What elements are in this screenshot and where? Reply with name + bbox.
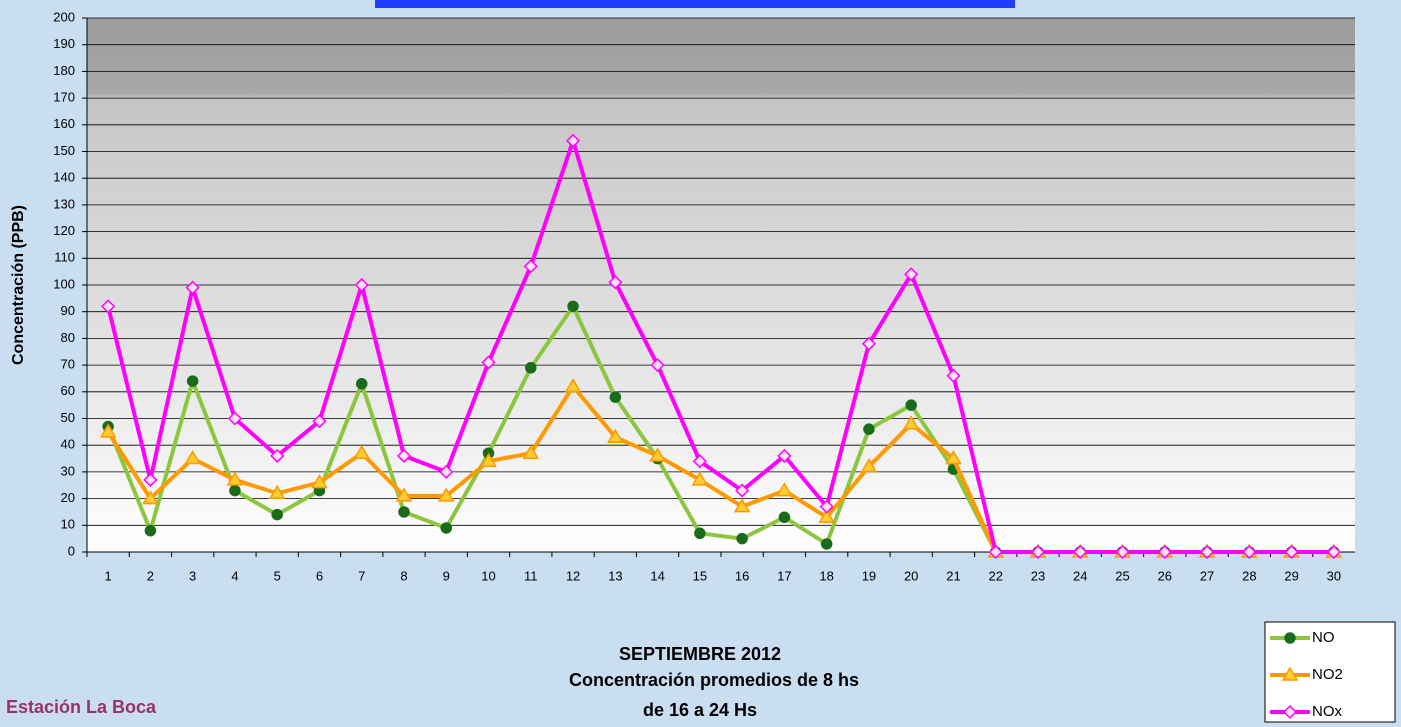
y-tick-label: 10 [61, 517, 75, 532]
marker [441, 523, 451, 533]
x-tick-label: 2 [147, 568, 154, 583]
x-tick-label: 10 [481, 568, 495, 583]
x-tick-label: 19 [862, 568, 876, 583]
marker [399, 507, 409, 517]
x-tick-label: 3 [189, 568, 196, 583]
x-tick-label: 21 [946, 568, 960, 583]
marker [864, 424, 874, 434]
x-tick-label: 8 [400, 568, 407, 583]
x-tick-label: 5 [274, 568, 281, 583]
title-line: de 16 a 24 Hs [643, 700, 757, 720]
x-tick-label: 27 [1200, 568, 1214, 583]
y-tick-label: 70 [61, 357, 75, 372]
marker [272, 510, 282, 520]
x-tick-label: 1 [105, 568, 112, 583]
y-tick-label: 110 [54, 250, 75, 265]
marker [188, 376, 198, 386]
x-tick-label: 7 [358, 568, 365, 583]
marker [357, 379, 367, 389]
x-tick-label: 29 [1284, 568, 1298, 583]
marker [230, 486, 240, 496]
x-tick-label: 23 [1031, 568, 1045, 583]
y-tick-label: 170 [53, 90, 75, 105]
x-tick-label: 15 [693, 568, 707, 583]
marker [737, 534, 747, 544]
x-tick-label: 18 [819, 568, 833, 583]
y-tick-label: 40 [61, 437, 75, 452]
y-tick-label: 0 [68, 543, 75, 558]
marker [568, 301, 578, 311]
x-tick-label: 30 [1327, 568, 1341, 583]
y-tick-label: 150 [53, 143, 75, 158]
x-tick-label: 24 [1073, 568, 1087, 583]
legend-label: NO2 [1312, 666, 1343, 683]
y-tick-label: 30 [61, 463, 75, 478]
y-tick-label: 200 [53, 9, 75, 24]
y-tick-label: 100 [53, 276, 75, 291]
title-line: Concentración promedios de 8 hs [569, 670, 859, 690]
y-tick-label: 120 [53, 223, 75, 238]
x-tick-label: 11 [524, 568, 538, 583]
x-tick-label: 20 [904, 568, 918, 583]
x-tick-label: 25 [1115, 568, 1129, 583]
x-tick-label: 14 [650, 568, 664, 583]
station-label: Estación La Boca [6, 697, 157, 717]
y-tick-label: 20 [61, 490, 75, 505]
marker [695, 528, 705, 538]
y-tick-label: 160 [53, 116, 75, 131]
y-tick-label: 60 [61, 383, 75, 398]
y-tick-label: 180 [53, 63, 75, 78]
marker [526, 363, 536, 373]
x-tick-label: 22 [988, 568, 1002, 583]
x-tick-label: 12 [566, 568, 580, 583]
header-bar [375, 0, 1015, 8]
marker [145, 526, 155, 536]
marker [906, 400, 916, 410]
marker [610, 392, 620, 402]
x-tick-label: 13 [608, 568, 622, 583]
marker [1285, 633, 1295, 643]
x-tick-label: 26 [1158, 568, 1172, 583]
x-tick-label: 4 [231, 568, 238, 583]
y-axis-label: Concentración (PPB) [10, 205, 27, 365]
legend-label: NOx [1312, 703, 1343, 720]
y-tick-label: 80 [61, 330, 75, 345]
y-tick-label: 50 [61, 410, 75, 425]
marker [822, 539, 832, 549]
x-tick-label: 28 [1242, 568, 1256, 583]
marker [779, 512, 789, 522]
y-tick-label: 140 [53, 170, 75, 185]
x-tick-label: 6 [316, 568, 323, 583]
chart: SEPTIEMBRE 2012 Concentración promedios … [0, 0, 1401, 727]
x-tick-label: 17 [777, 568, 791, 583]
y-tick-label: 190 [53, 36, 75, 51]
y-tick-label: 90 [61, 303, 75, 318]
title-line: SEPTIEMBRE 2012 [619, 644, 781, 664]
x-tick-label: 9 [443, 568, 450, 583]
legend-label: NO [1312, 629, 1335, 646]
y-tick-label: 130 [53, 196, 75, 211]
x-tick-label: 16 [735, 568, 749, 583]
